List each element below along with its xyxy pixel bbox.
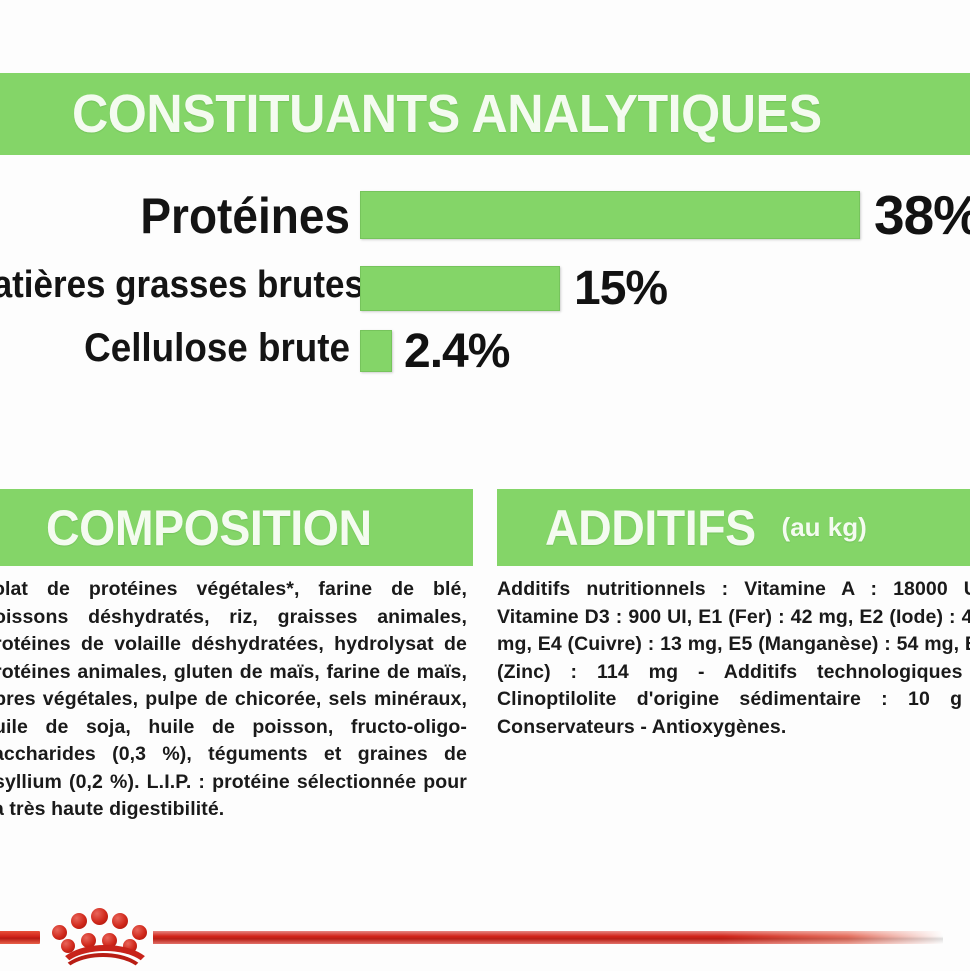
chart-bar-proteines [360,191,860,239]
section-header-analytical-constituents: CONSTITUANTS ANALYTIQUES [0,73,970,155]
chart-value-matieres-grasses-brutes: 15% [574,261,668,315]
analytical-constituents-chart: Protéines 38% Matières grasses brutes 15… [0,176,970,378]
brand-footer [0,893,970,971]
additifs-body-text: Additifs nutritionnels : Vitamine A : 18… [497,578,970,738]
composition-body-text: solat de protéines végétales*, farine de… [0,578,467,820]
chart-bar-track-proteines: 38% [360,184,970,246]
section-title-additifs: ADDITIFS [545,499,756,556]
section-header-additifs: ADDITIFS (au kg) [497,489,970,566]
footer-rule-right [153,931,943,944]
chart-bar-track-cellulose-brute: 2.4% [360,324,510,378]
chart-value-cellulose-brute: 2.4% [404,324,510,378]
chart-bar-track-matieres-grasses-brutes: 15% [360,260,668,316]
chart-value-proteines: 38% [874,184,970,246]
chart-label-matieres-grasses-brutes: Matières grasses brutes [0,264,364,306]
chart-label-cellulose-brute: Cellulose brute [84,326,350,370]
section-title-additifs-unit: (au kg) [781,512,867,542]
chart-bar-matieres-grasses-brutes [360,265,560,311]
chart-bar-cellulose-brute [360,330,392,372]
chart-label-proteines: Protéines [140,188,350,244]
royal-canin-crown-icon [46,905,156,967]
chart-row-proteines: Protéines 38% [0,176,970,254]
footer-rule-left [0,931,40,944]
section-title-composition: COMPOSITION [46,499,372,556]
chart-row-matieres-grasses-brutes: Matières grasses brutes 15% [0,256,970,322]
section-title-analytical-constituents: CONSTITUANTS ANALYTIQUES [72,84,822,144]
section-header-composition: COMPOSITION [0,489,473,566]
chart-row-cellulose-brute: Cellulose brute 2.4% [0,322,970,384]
